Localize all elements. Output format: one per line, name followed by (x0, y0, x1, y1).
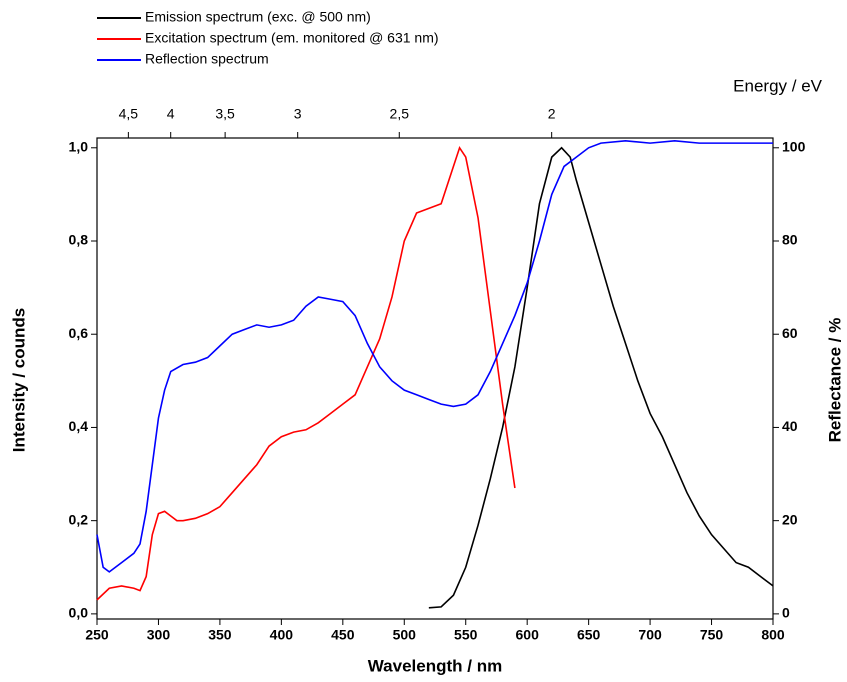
x2-axis-title: Energy / eV (733, 76, 822, 95)
x-tick-label: 600 (516, 627, 540, 643)
plot-frame (96, 137, 774, 620)
series-line (96, 139, 773, 573)
x-tick-label: 550 (454, 627, 478, 643)
x-tick-label: 500 (393, 627, 417, 643)
x2-tick-label: 2,5 (390, 106, 410, 122)
x2-tick-label: 2 (548, 106, 556, 122)
legend-label: Emission spectrum (exc. @ 500 nm) (145, 9, 371, 25)
x2-tick-label: 4 (167, 106, 175, 122)
y-tick-label: 0,4 (69, 418, 89, 434)
legend-label: Excitation spectrum (em. monitored @ 631… (145, 30, 439, 46)
x-tick-label: 700 (638, 627, 662, 643)
x-tick-label: 800 (761, 627, 785, 643)
x2-tick-label: 4,5 (119, 106, 139, 122)
y2-tick-label: 20 (782, 511, 798, 527)
y2-tick-label: 40 (782, 418, 798, 434)
y2-tick-label: 100 (782, 138, 806, 154)
series-line (96, 145, 516, 601)
y-tick-label: 0,6 (69, 325, 89, 341)
y2-tick-label: 80 (782, 232, 798, 248)
legend-label: Reflection spectrum (145, 51, 269, 67)
series-line (428, 146, 774, 609)
x-tick-label: 400 (270, 627, 294, 643)
x2-tick-label: 3,5 (215, 106, 235, 122)
x-axis-title: Wavelength / nm (368, 656, 502, 675)
y-tick-label: 0,2 (69, 511, 89, 527)
x-tick-label: 250 (85, 627, 109, 643)
x-tick-label: 750 (700, 627, 724, 643)
y2-tick-label: 0 (782, 605, 790, 621)
y2-axis-title: Reflectance / % (825, 318, 844, 443)
x-tick-label: 650 (577, 627, 601, 643)
x2-tick-label: 3 (294, 106, 302, 122)
y-axis-title: Intensity / counds (9, 308, 28, 453)
x-tick-label: 300 (147, 627, 171, 643)
y2-tick-label: 60 (782, 325, 798, 341)
y-tick-label: 1,0 (69, 138, 89, 154)
x-tick-label: 450 (331, 627, 355, 643)
y-tick-label: 0,8 (69, 232, 89, 248)
x-tick-label: 350 (208, 627, 232, 643)
y-tick-label: 0,0 (69, 605, 89, 621)
